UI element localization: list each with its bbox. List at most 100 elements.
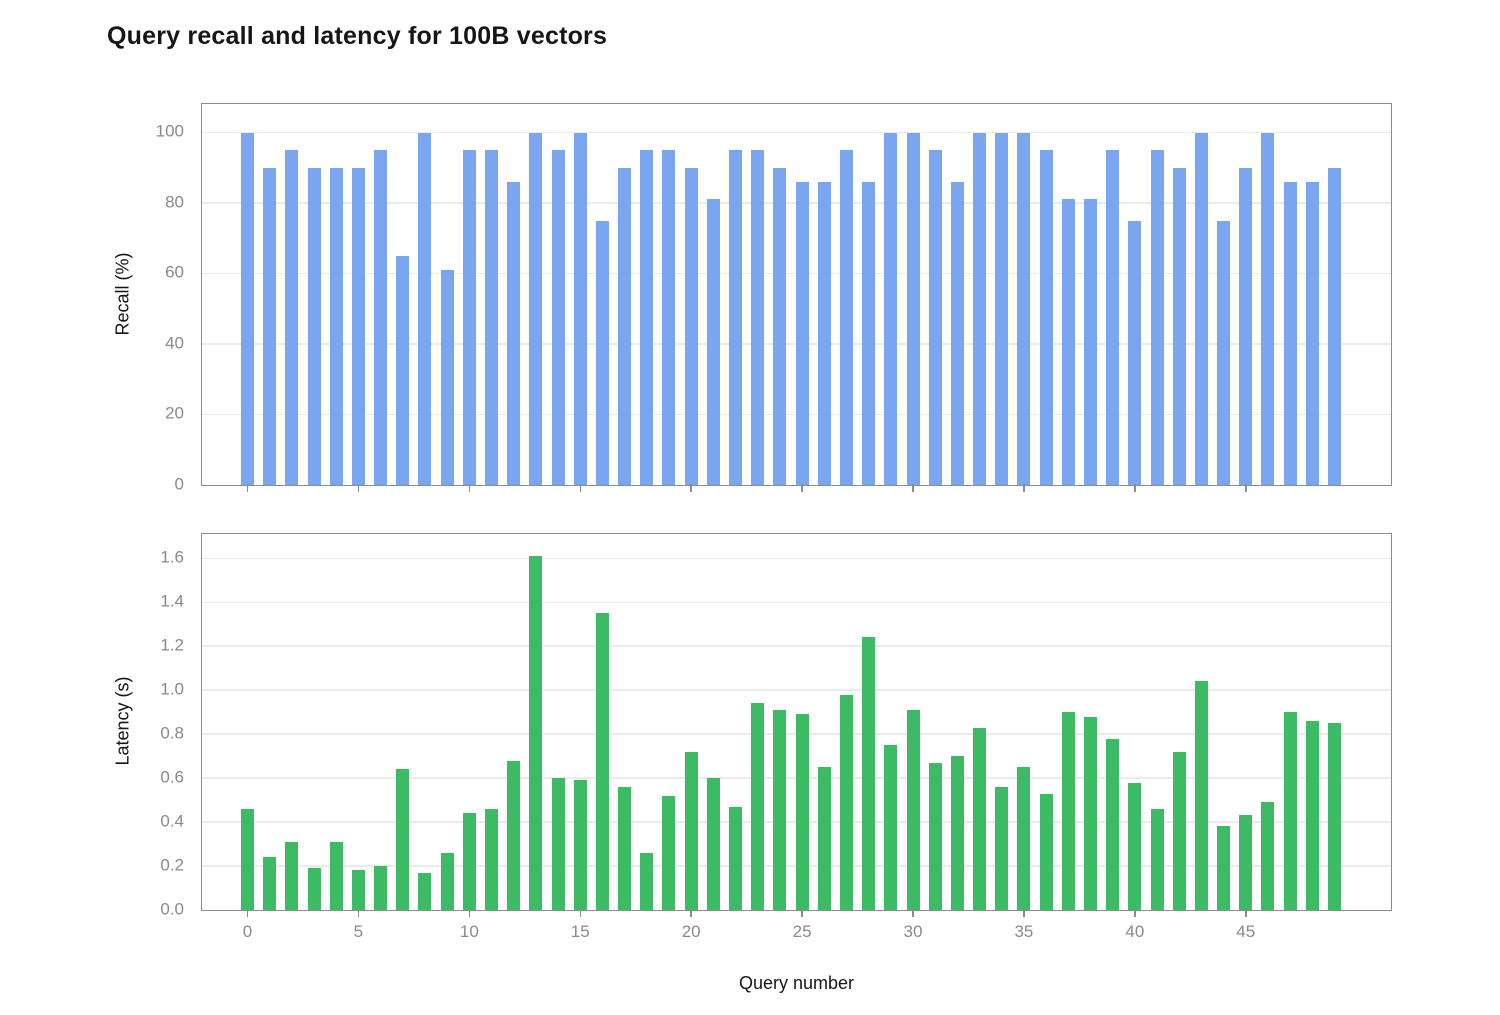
recall-bar (640, 150, 654, 485)
y-tick-label: 1.0 (160, 679, 184, 699)
latency-bar (1283, 712, 1297, 910)
x-tick-mark (801, 909, 803, 917)
latency-bar (1261, 802, 1275, 910)
h-gridline (202, 601, 1391, 604)
latency-bar (440, 852, 454, 910)
latency-bar (551, 778, 565, 910)
x-tick-mark (357, 484, 360, 492)
recall-bar (485, 150, 499, 485)
h-gridline (202, 689, 1391, 691)
chart-title: Query recall and latency for 100B vector… (107, 22, 608, 50)
recall-bar (1239, 167, 1253, 485)
recall-bar (307, 167, 321, 485)
latency-bar (573, 780, 587, 910)
latency-bar (1150, 808, 1164, 910)
recall-bar (795, 181, 809, 485)
recall-bar (862, 181, 876, 485)
recall-bar (751, 150, 765, 485)
y-tick-label: 0.6 (160, 767, 184, 787)
latency-bar (595, 613, 609, 910)
recall-bar (729, 150, 743, 485)
recall-bar (1194, 132, 1208, 485)
h-gridline (202, 645, 1391, 647)
latency-bar (906, 709, 920, 910)
x-tick-mark (1023, 909, 1025, 917)
recall-bar (440, 269, 454, 485)
recall-bar (706, 199, 720, 485)
x-tick-mark (468, 484, 471, 492)
x-tick-label: 10 (459, 922, 479, 941)
recall-bar (973, 132, 987, 485)
latency-bar (1128, 782, 1142, 910)
latency-bar (396, 769, 410, 910)
x-tick-mark (357, 909, 360, 917)
x-axis-label: Query number (738, 973, 855, 993)
recall-bar (906, 132, 920, 485)
h-gridline (202, 131, 1391, 134)
latency-bar (1106, 738, 1120, 910)
x-tick-mark (690, 909, 692, 917)
latency-bar (839, 694, 853, 910)
x-tick-mark (1245, 909, 1247, 917)
latency-bar (795, 714, 809, 910)
latency-bar (374, 866, 388, 910)
recall-bar (618, 167, 632, 485)
recall-bar (1039, 150, 1053, 485)
y-tick-label: 80 (165, 192, 184, 212)
x-tick-mark (690, 484, 692, 492)
x-tick-mark (912, 909, 914, 917)
x-tick-label: 15 (570, 922, 590, 941)
recall-plot-area: 0 20 40 60 80 100 (156, 103, 1392, 493)
recall-bar (396, 255, 410, 485)
x-tick-label: 45 (1236, 922, 1256, 941)
x-tick-label: 35 (1014, 922, 1034, 941)
latency-bar (1083, 716, 1097, 910)
recall-bar (573, 132, 587, 485)
x-tick-label: 5 (353, 922, 364, 941)
recall-bar (1128, 220, 1142, 485)
x-tick-mark (1134, 909, 1136, 917)
latency-bar (862, 637, 876, 910)
recall-bar (817, 181, 831, 485)
latency-bar (1328, 723, 1342, 910)
recall-bar (884, 132, 898, 485)
latency-bar (928, 762, 942, 910)
recall-bar (1305, 181, 1319, 485)
y-tick-label: 100 (155, 121, 184, 141)
recall-bar (928, 150, 942, 485)
x-tick-mark (579, 484, 581, 492)
latency-bar (485, 808, 499, 910)
latency-bar (418, 872, 432, 910)
latency-bar (1217, 826, 1231, 910)
y-tick-label: 1.6 (160, 547, 184, 567)
latency-bar (1061, 712, 1075, 910)
y-tick-label: 0.0 (160, 899, 184, 919)
recall-bar (1283, 181, 1297, 485)
recall-bar (1083, 199, 1097, 485)
latency-bar (307, 868, 321, 910)
recall-bar (773, 167, 787, 485)
latency-bar (751, 703, 765, 910)
recall-bar (1106, 150, 1120, 485)
recall-bar (507, 181, 521, 485)
x-tick-mark (579, 909, 581, 917)
latency-bar (773, 709, 787, 910)
latency-bar (1017, 767, 1031, 910)
latency-plot-area: 0.0 0.2 0.4 0.6 0.8 1.0 1.2 1.4 1.6 0 5 10 15 20 25 30 3… (160, 533, 1392, 940)
x-tick-mark (801, 484, 803, 492)
x-tick-mark (468, 909, 471, 917)
recall-bar (839, 150, 853, 485)
y-tick-label: 60 (165, 262, 184, 282)
x-tick-label: 25 (792, 922, 812, 941)
recall-bar (418, 132, 432, 485)
recall-bar (1017, 132, 1031, 485)
recall-bar (1150, 150, 1164, 485)
recall-bar (684, 167, 698, 485)
recall-bar (950, 181, 964, 485)
latency-bar (706, 778, 720, 910)
y-tick-label: 0 (174, 474, 184, 494)
latency-bar (640, 852, 654, 910)
x-tick-mark (912, 484, 914, 492)
recall-bar (374, 150, 388, 485)
